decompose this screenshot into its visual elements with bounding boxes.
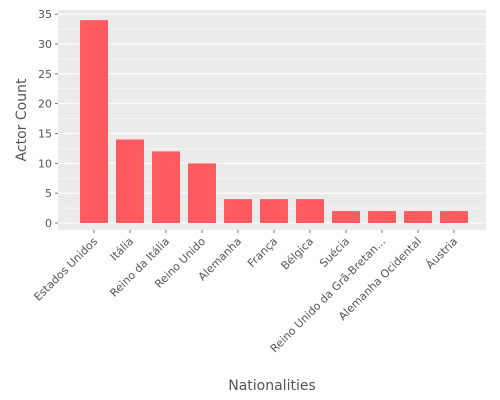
- x-tick-label: Áustria: [423, 235, 460, 272]
- bars: [80, 20, 468, 224]
- y-tick-label: 20: [38, 98, 52, 111]
- y-tick-label: 35: [38, 8, 52, 21]
- bar: [404, 211, 432, 223]
- x-tick-label: Suécia: [317, 235, 352, 270]
- x-axis-label: Nationalities: [228, 378, 316, 394]
- x-tick-label: França: [245, 235, 280, 270]
- y-axis-ticks: 0 5 10 15 20 25 30 35: [38, 8, 58, 230]
- bar: [224, 199, 252, 223]
- bar: [80, 20, 108, 224]
- x-tick-label: Itália: [108, 235, 136, 263]
- y-tick-label: 25: [38, 68, 52, 81]
- bar: [116, 139, 144, 223]
- bar: [332, 211, 360, 223]
- y-axis-label: Actor Count: [14, 78, 30, 161]
- bar: [440, 211, 468, 223]
- bar: [152, 151, 180, 223]
- y-tick-label: 30: [38, 38, 52, 51]
- bar: [296, 199, 324, 223]
- y-tick-label: 10: [38, 157, 52, 170]
- y-tick-label: 15: [38, 128, 52, 141]
- bar: [260, 199, 288, 223]
- y-tick-label: 5: [45, 187, 52, 200]
- y-tick-label: 0: [45, 217, 52, 230]
- x-tick-label: Bélgica: [279, 235, 317, 273]
- x-tick-label: Estados Unidos: [31, 235, 100, 304]
- bar: [368, 211, 396, 223]
- bar: [188, 163, 216, 223]
